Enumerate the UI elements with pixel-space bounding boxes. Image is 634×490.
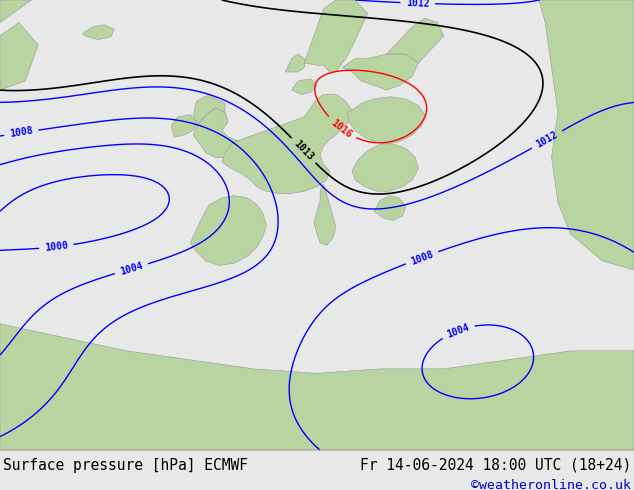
Polygon shape (193, 108, 241, 157)
Polygon shape (82, 24, 114, 40)
Text: 1016: 1016 (329, 118, 354, 140)
Polygon shape (193, 95, 225, 126)
Text: Fr 14-06-2024 18:00 UTC (18+24): Fr 14-06-2024 18:00 UTC (18+24) (359, 458, 631, 472)
Text: 1008: 1008 (9, 126, 34, 140)
Polygon shape (314, 184, 336, 245)
Polygon shape (292, 79, 317, 95)
Text: 1012: 1012 (406, 0, 430, 9)
Polygon shape (539, 0, 634, 270)
Polygon shape (0, 324, 634, 450)
Text: 1008: 1008 (409, 249, 435, 267)
Polygon shape (190, 196, 266, 266)
Polygon shape (0, 23, 38, 90)
Polygon shape (304, 0, 368, 72)
Polygon shape (347, 97, 425, 144)
Polygon shape (0, 0, 32, 23)
Text: ©weatheronline.co.uk: ©weatheronline.co.uk (471, 479, 631, 490)
Polygon shape (387, 18, 444, 63)
Polygon shape (374, 196, 406, 220)
Polygon shape (285, 54, 304, 72)
Text: 1013: 1013 (292, 139, 315, 162)
Text: 1000: 1000 (44, 241, 68, 253)
Polygon shape (342, 54, 418, 90)
Text: 1012: 1012 (534, 129, 560, 149)
Text: 1004: 1004 (119, 261, 144, 277)
Text: Surface pressure [hPa] ECMWF: Surface pressure [hPa] ECMWF (3, 458, 248, 472)
Text: 1004: 1004 (445, 322, 471, 340)
Polygon shape (352, 144, 418, 191)
Polygon shape (171, 115, 197, 137)
Polygon shape (222, 95, 352, 194)
